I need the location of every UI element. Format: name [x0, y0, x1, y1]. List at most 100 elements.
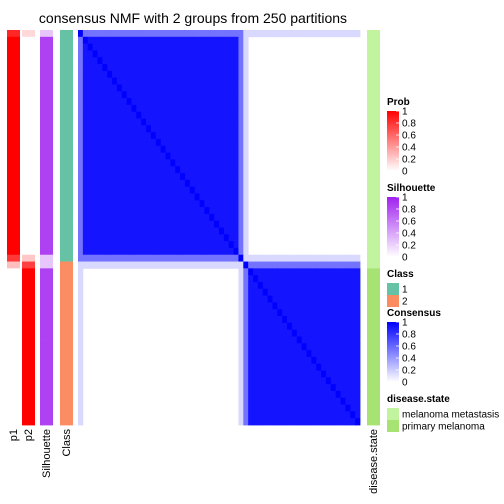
consensus-cell	[228, 234, 234, 242]
consensus-cell	[116, 213, 123, 222]
consensus-cell	[306, 329, 312, 337]
consensus-cell	[253, 411, 259, 419]
consensus-cell	[97, 57, 103, 65]
consensus-cell	[296, 261, 303, 269]
consensus-cell	[316, 30, 322, 38]
consensus-cell	[175, 207, 181, 215]
consensus-cell	[194, 207, 200, 215]
consensus-cell	[267, 281, 273, 290]
consensus-cell	[78, 418, 84, 426]
annotation-cell-cls	[60, 220, 73, 228]
consensus-cell	[248, 302, 254, 310]
consensus-cell	[257, 30, 264, 38]
consensus-cell	[287, 356, 293, 365]
consensus-cell	[345, 295, 351, 303]
annotation-cell-p2	[22, 193, 35, 201]
consensus-cell	[78, 98, 84, 106]
consensus-cell	[204, 30, 210, 38]
consensus-cell	[204, 77, 210, 85]
consensus-cell	[233, 173, 239, 181]
consensus-cell	[277, 261, 283, 269]
consensus-cell	[262, 268, 269, 276]
consensus-cell	[136, 30, 142, 38]
consensus-cell	[136, 173, 142, 181]
consensus-cell	[248, 309, 254, 317]
consensus-cell	[233, 64, 239, 72]
consensus-cell	[238, 138, 244, 147]
consensus-cell	[253, 350, 259, 358]
consensus-cell	[287, 268, 293, 276]
consensus-cell	[136, 234, 142, 242]
legend-tick-label: 0	[402, 378, 408, 389]
consensus-cell	[121, 104, 128, 113]
annotation-cell-sil	[40, 309, 53, 317]
consensus-cell	[233, 220, 239, 228]
consensus-cell	[350, 295, 356, 303]
annotation-cell-p1	[7, 186, 20, 194]
consensus-cell	[350, 309, 356, 317]
consensus-cell	[175, 179, 181, 188]
consensus-cell	[150, 138, 157, 147]
consensus-cell	[325, 275, 332, 283]
consensus-cell	[350, 370, 356, 378]
consensus-cell	[219, 261, 225, 269]
consensus-cell	[112, 98, 118, 106]
consensus-cell	[262, 275, 269, 283]
annotation-cell-p1	[7, 64, 20, 72]
consensus-cell	[209, 70, 215, 79]
consensus-cell	[306, 30, 312, 38]
consensus-cell	[199, 193, 205, 201]
consensus-cell	[97, 91, 103, 99]
annotation-cell-cls	[60, 213, 73, 222]
consensus-cell	[141, 207, 147, 215]
consensus-cell	[272, 316, 278, 324]
consensus-cell	[136, 220, 142, 228]
consensus-cell	[160, 98, 166, 106]
annotation-cell-sil	[40, 356, 53, 365]
consensus-cell	[214, 30, 220, 38]
consensus-cell	[248, 322, 254, 331]
consensus-cell	[150, 132, 157, 140]
consensus-cell	[287, 397, 293, 405]
consensus-cell	[155, 186, 162, 194]
legend-tick-label: 0.6	[402, 342, 416, 353]
consensus-cell	[287, 30, 293, 38]
consensus-cell	[92, 132, 98, 140]
annotation-cell-dis	[367, 200, 380, 208]
consensus-cell	[126, 84, 132, 92]
consensus-cell	[82, 179, 89, 188]
consensus-cell	[204, 241, 210, 249]
consensus-cell	[306, 275, 312, 283]
consensus-cell	[316, 418, 322, 426]
consensus-cell	[102, 227, 108, 235]
consensus-cell	[321, 316, 327, 324]
consensus-cell	[194, 64, 200, 72]
consensus-cell	[165, 193, 171, 201]
annotation-cell-p1	[7, 159, 20, 167]
consensus-cell	[150, 43, 157, 51]
consensus-cell	[209, 152, 215, 160]
consensus-cell	[209, 77, 215, 85]
consensus-cell	[238, 200, 244, 208]
consensus-cell	[194, 43, 200, 51]
column-label-disease-state: disease.state	[368, 429, 380, 494]
consensus-cell	[277, 377, 283, 385]
consensus-cell	[82, 159, 89, 167]
consensus-cell	[262, 288, 269, 297]
consensus-cell	[355, 350, 361, 358]
annotation-cell-p2	[22, 356, 35, 365]
consensus-cell	[107, 207, 113, 215]
consensus-cell	[355, 309, 361, 317]
annotation-cell-dis	[367, 77, 380, 85]
consensus-cell	[209, 98, 215, 106]
consensus-cell	[238, 193, 244, 201]
consensus-cell	[233, 43, 239, 51]
consensus-cell	[112, 159, 118, 167]
consensus-cell	[165, 145, 171, 153]
consensus-cell	[204, 186, 210, 194]
consensus-cell	[325, 322, 332, 331]
consensus-cell	[126, 179, 132, 188]
consensus-cell	[97, 220, 103, 228]
consensus-cell	[291, 343, 298, 351]
annotation-cell-cls	[60, 411, 73, 419]
